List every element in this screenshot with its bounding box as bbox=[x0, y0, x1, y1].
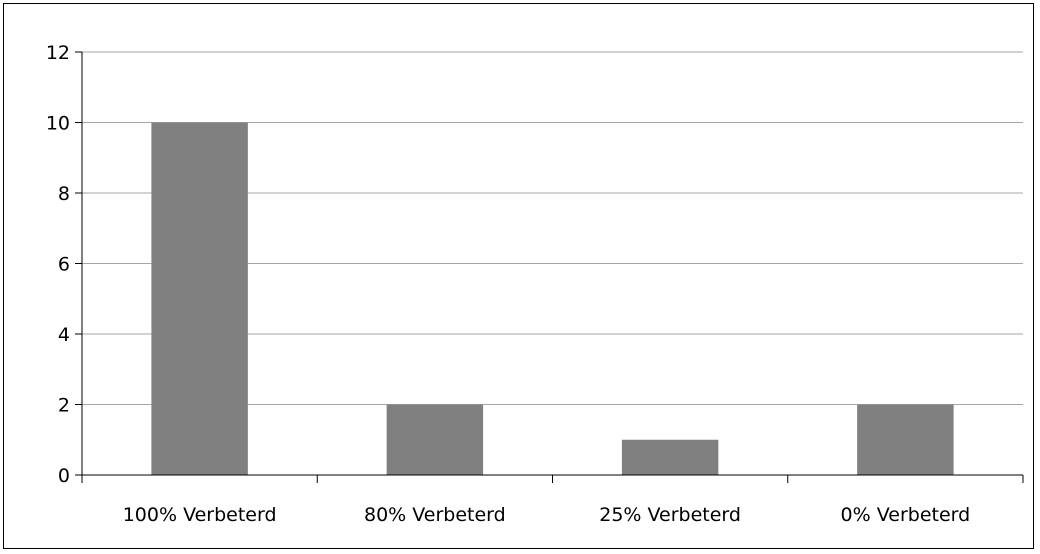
bar-3 bbox=[857, 404, 954, 475]
y-tick-label: 2 bbox=[58, 395, 70, 417]
y-tick-label: 0 bbox=[58, 465, 70, 487]
y-tick-label: 4 bbox=[58, 324, 70, 346]
bar-0 bbox=[151, 122, 248, 475]
y-tick-label: 6 bbox=[58, 254, 70, 276]
x-category-label: 25% Verbeterd bbox=[599, 504, 741, 526]
bars bbox=[151, 122, 954, 475]
bar-1 bbox=[386, 404, 484, 475]
x-category-label: 0% Verbeterd bbox=[841, 504, 971, 526]
x-category-label: 80% Verbeterd bbox=[364, 504, 506, 526]
y-tick-label: 12 bbox=[46, 42, 70, 64]
x-tick-labels: 100% Verbeterd 80% Verbeterd 25% Verbeterd… bbox=[81, 475, 1024, 526]
y-tick-label: 8 bbox=[58, 183, 70, 205]
bar-2 bbox=[621, 439, 719, 475]
x-category-label: 100% Verbeterd bbox=[123, 504, 277, 526]
y-tick-label: 10 bbox=[46, 113, 70, 135]
y-tick-labels: 0 2 4 6 8 10 12 bbox=[46, 42, 82, 487]
